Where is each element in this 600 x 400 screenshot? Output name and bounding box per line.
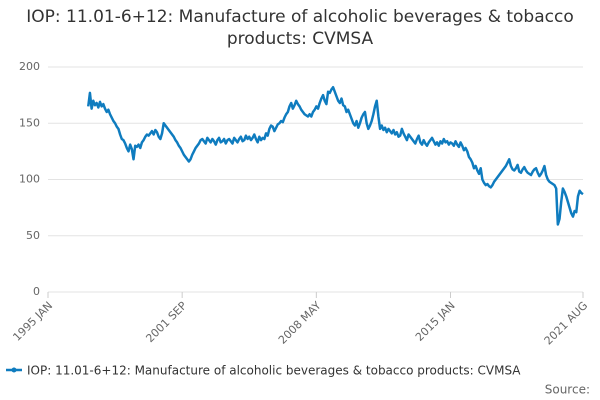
y-tick-label: 200: [19, 60, 40, 73]
x-tick-label: 2001 SEP: [143, 299, 189, 345]
legend-marker: [11, 367, 17, 373]
x-tick-label: 1995 JAN: [10, 299, 55, 344]
legend-label: IOP: 11.01-6+12: Manufacture of alcoholi…: [27, 364, 521, 378]
x-tick-label: 2008 MAY: [276, 299, 324, 347]
chart-title: IOP: 11.01-6+12: Manufacture of alcoholi…: [26, 7, 574, 49]
y-tick-label: 100: [19, 173, 40, 186]
x-tick-label: 2021 AUG: [542, 299, 591, 348]
y-tick-label: 50: [26, 229, 40, 242]
y-tick-label: 0: [33, 285, 40, 298]
source-label: Source:: [545, 383, 590, 397]
y-tick-label: 150: [19, 116, 40, 129]
data-line: [87, 86, 584, 226]
x-tick-label: 2015 JAN: [413, 299, 458, 344]
